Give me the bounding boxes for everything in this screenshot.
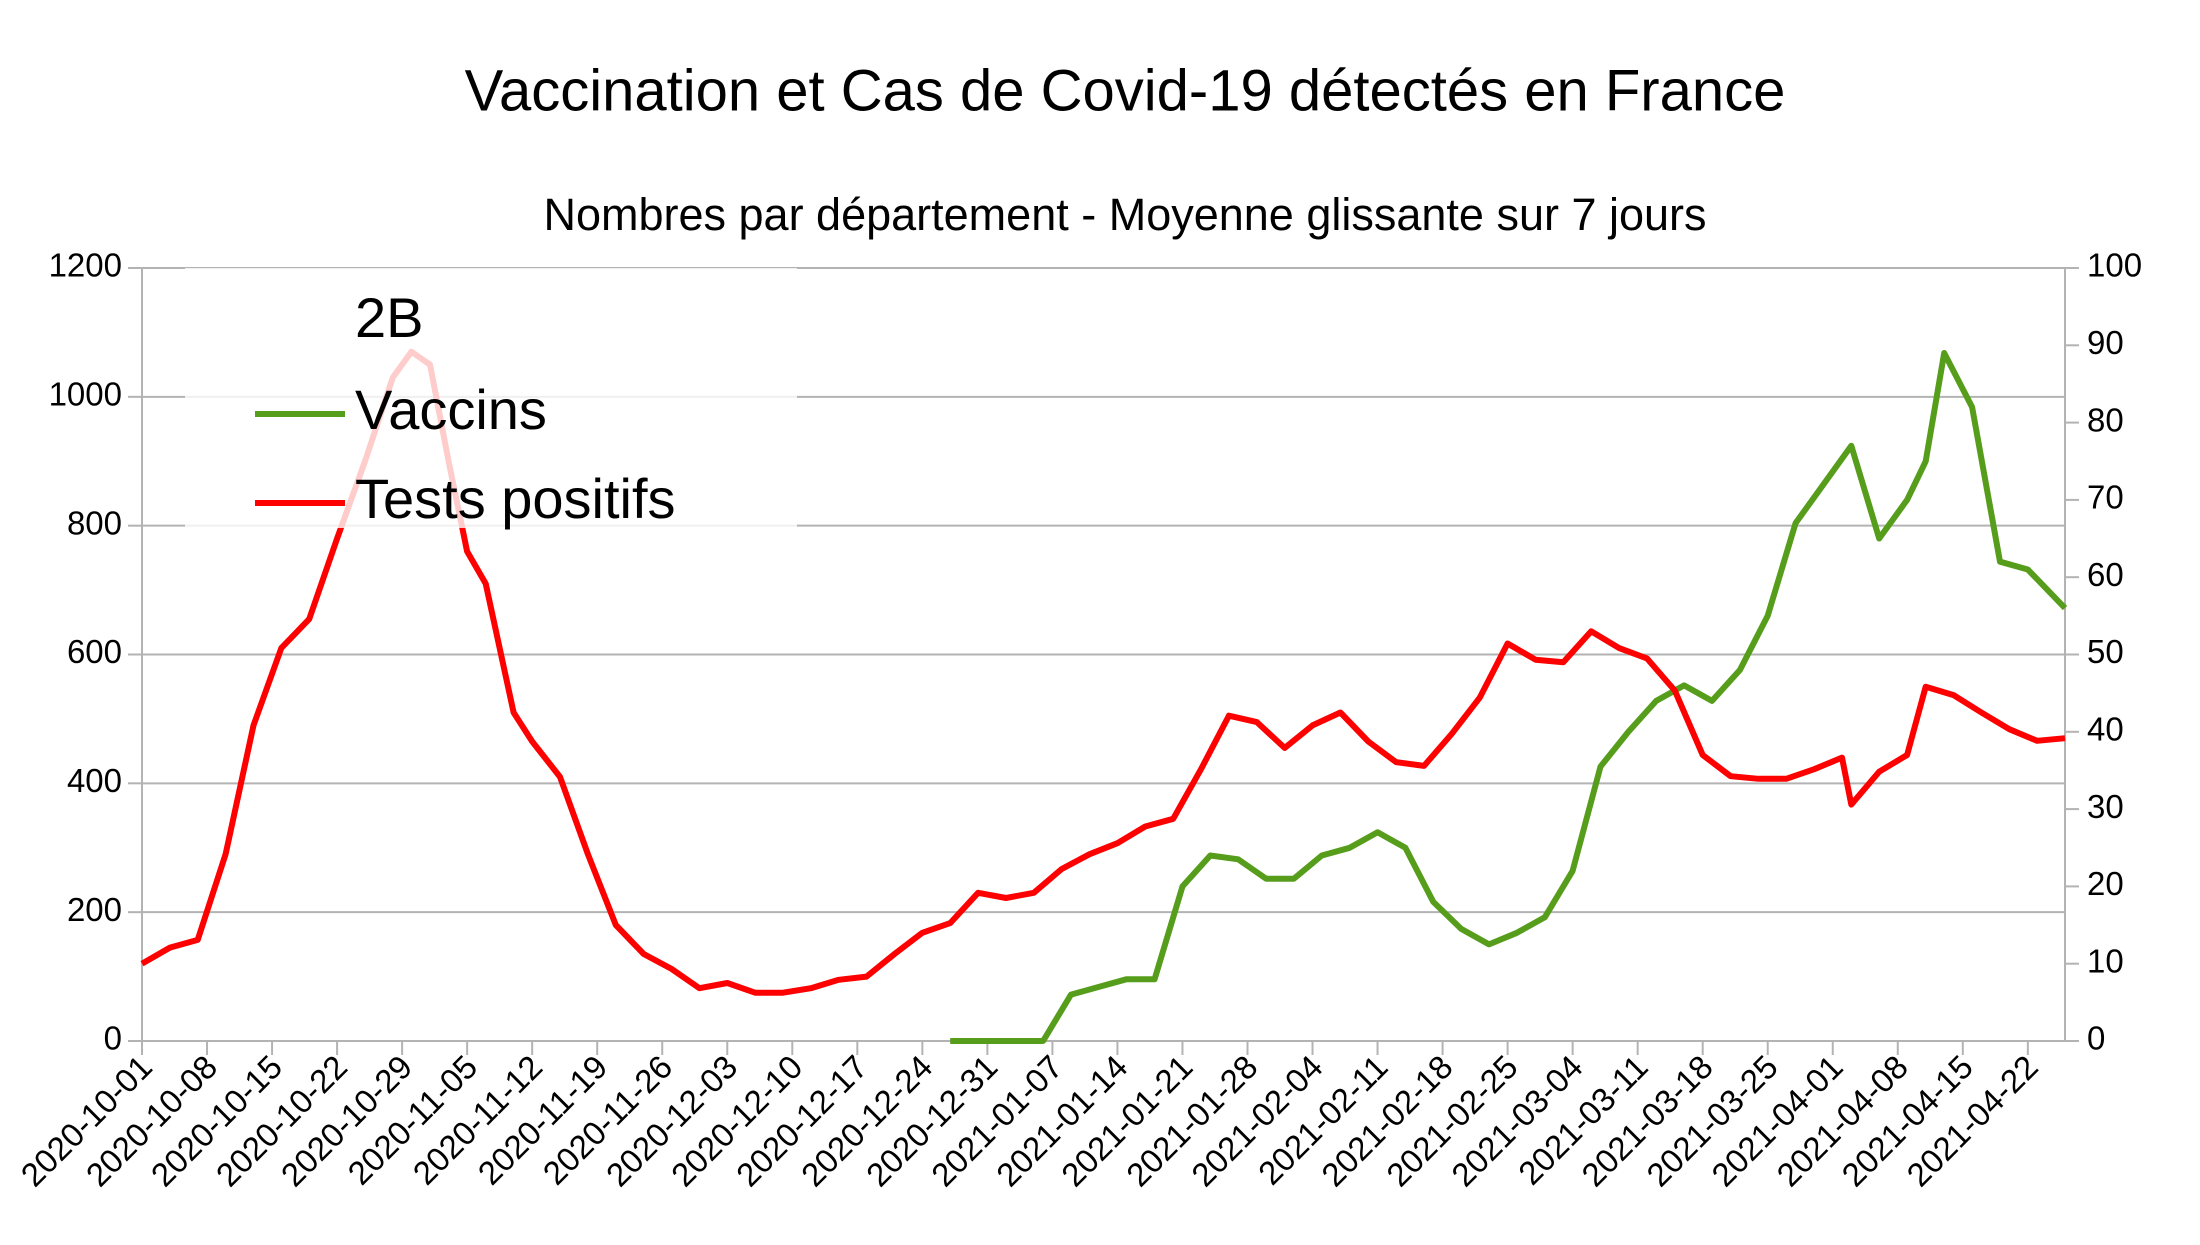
y2-tick-label: 90 — [2087, 324, 2124, 361]
y2-tick-label: 100 — [2087, 247, 2142, 284]
legend-label: Vaccins — [355, 378, 547, 441]
y2-tick-label: 40 — [2087, 711, 2124, 748]
legend: 2B Vaccins Tests positifs — [185, 268, 797, 530]
y2-tick-label: 80 — [2087, 401, 2124, 438]
y-tick-label: 400 — [67, 762, 122, 799]
y2-tick-label: 0 — [2087, 1020, 2105, 1057]
series-line — [950, 350, 2068, 1044]
y2-tick-label: 50 — [2087, 633, 2124, 670]
legend-title: 2B — [355, 286, 424, 349]
y-tick-label: 1000 — [49, 376, 122, 413]
y-tick-label: 800 — [67, 504, 122, 541]
y-tick-label: 200 — [67, 891, 122, 928]
y-tick-label: 1200 — [49, 247, 122, 284]
chart-title: Vaccination et Cas de Covid-19 détectés … — [465, 58, 1786, 123]
y2-tick-label: 70 — [2087, 479, 2124, 516]
y2-tick-label: 10 — [2087, 942, 2124, 979]
y2-tick-label: 30 — [2087, 788, 2124, 825]
legend-label: Tests positifs — [355, 467, 676, 530]
y2-tick-label: 60 — [2087, 556, 2124, 593]
chart-subtitle: Nombres par département - Moyenne glissa… — [543, 189, 1706, 240]
y-tick-label: 0 — [104, 1020, 122, 1057]
y2-tick-label: 20 — [2087, 865, 2124, 902]
legend-box — [185, 268, 797, 528]
y-tick-label: 600 — [67, 633, 122, 670]
